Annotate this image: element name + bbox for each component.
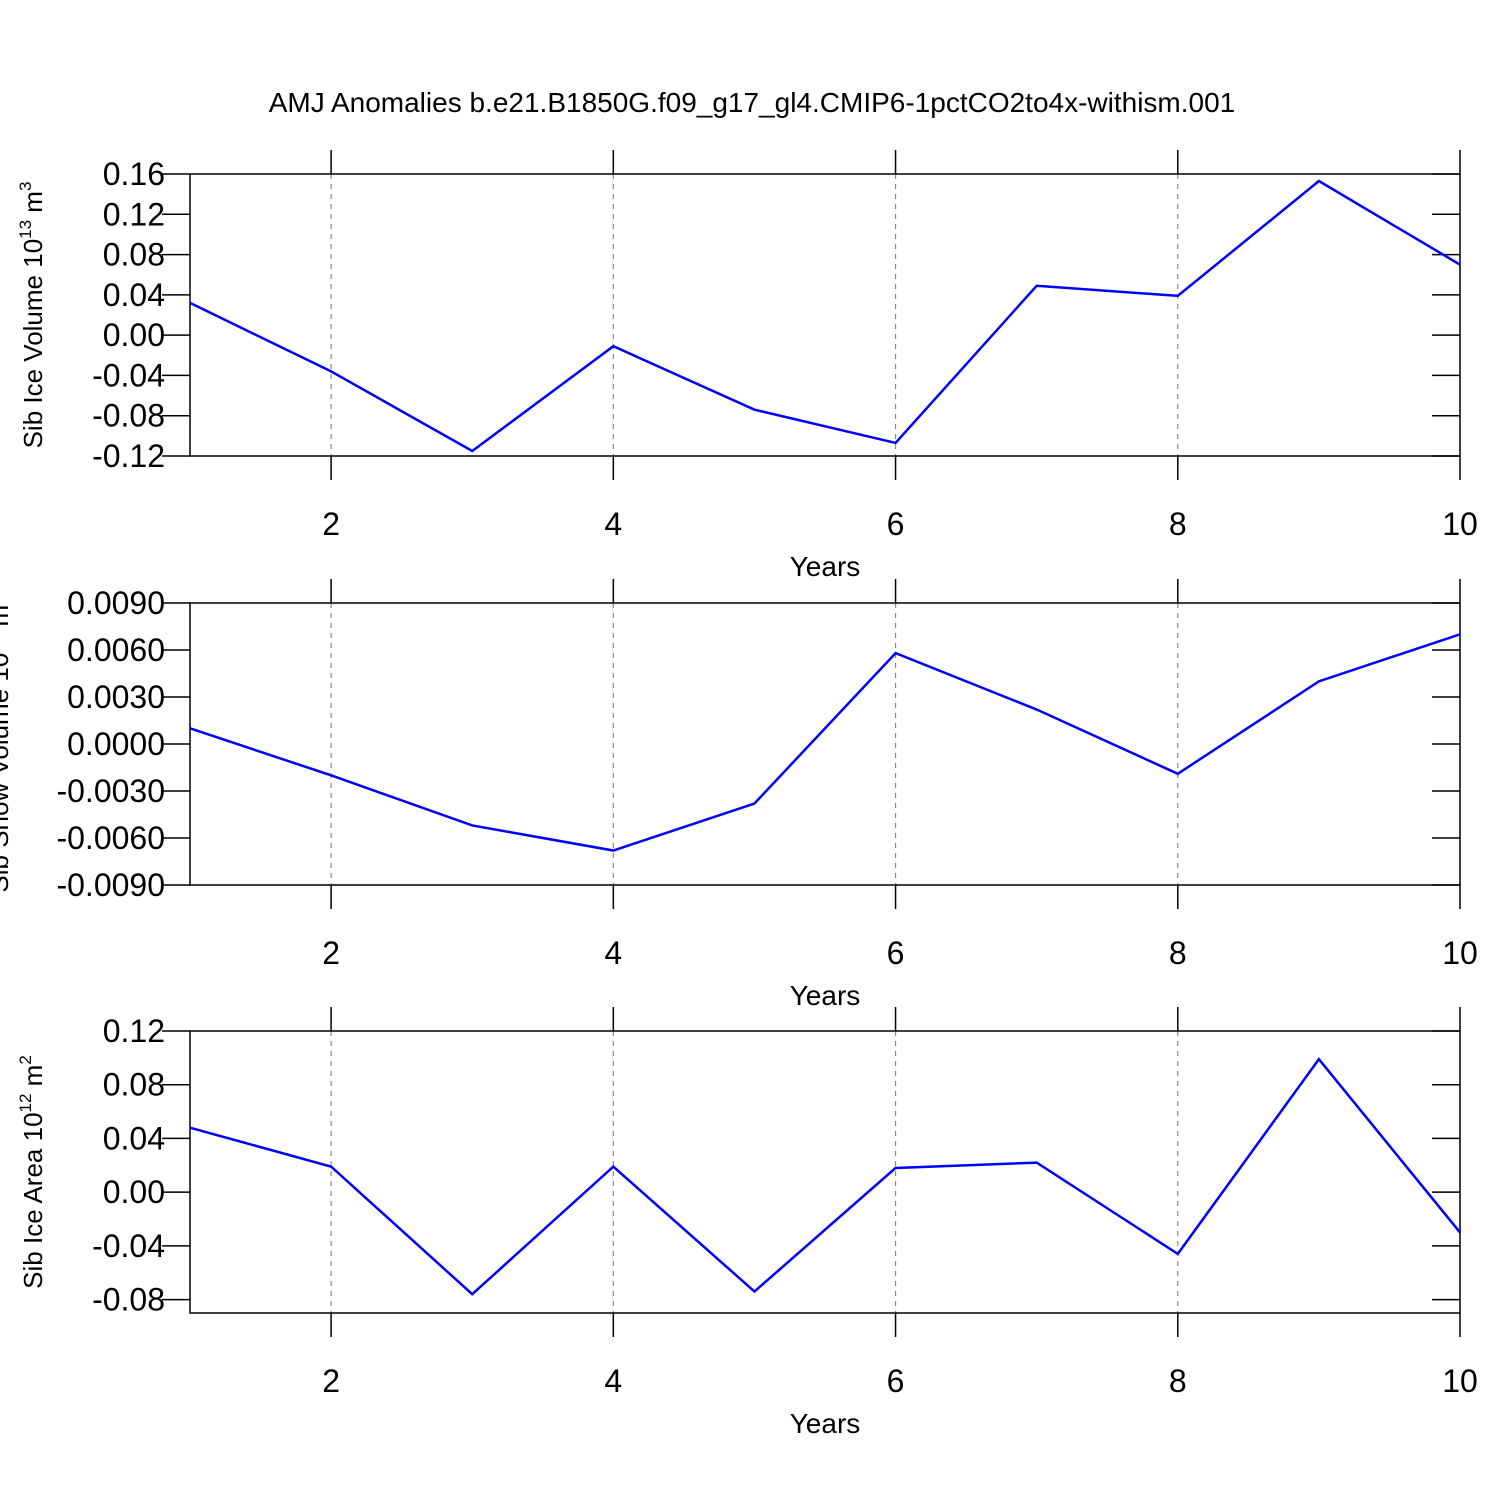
y-tick-label: 0.12	[103, 1013, 165, 1049]
y-tick-label: -0.04	[92, 1228, 165, 1264]
x-axis-label: Years	[790, 980, 861, 1011]
y-tick-label: 0.08	[103, 1067, 165, 1103]
y-tick-label: -0.12	[92, 438, 165, 474]
x-tick-label: 4	[604, 1363, 622, 1399]
y-tick-label: 0.00	[103, 317, 165, 353]
y-axis-label: Sib Snow Volume 1013 m3	[0, 595, 14, 892]
y-axis-label-exponent: 12	[16, 1094, 35, 1113]
data-line	[189, 633, 1461, 852]
x-tick-label: 6	[887, 935, 905, 971]
x-axis-label: Years	[790, 1408, 861, 1439]
x-tick-label: 8	[1169, 506, 1187, 542]
x-tick-label: 2	[322, 935, 340, 971]
y-tick-label: -0.08	[92, 398, 165, 434]
y-axis-label-part: m	[0, 605, 14, 634]
x-tick-label: 4	[604, 935, 622, 971]
y-tick-label: 0.04	[103, 277, 165, 313]
y-tick-label: -0.0060	[56, 820, 165, 856]
y-tick-label: 0.08	[103, 237, 165, 273]
y-axis-label-exponent: 3	[0, 595, 1, 604]
y-tick-label: 0.04	[103, 1120, 165, 1156]
y-axis-label-exponent: 3	[16, 182, 35, 191]
x-tick-label: 10	[1442, 506, 1478, 542]
y-tick-label: -0.04	[92, 357, 165, 393]
y-axis-label-part: Sib Ice Area 10	[18, 1112, 48, 1288]
x-tick-label: 2	[322, 506, 340, 542]
y-axis-label-part: Sib Snow Volume 10	[0, 653, 14, 893]
figure-title: AMJ Anomalies b.e21.B1850G.f09_g17_gl4.C…	[269, 87, 1236, 118]
y-axis-label-part: Sib Ice Volume 10	[18, 239, 48, 449]
y-axis-label-exponent: 13	[0, 634, 1, 653]
y-tick-label: 0.0030	[67, 679, 165, 715]
y-axis-label-part: m	[18, 191, 48, 220]
x-tick-label: 4	[604, 506, 622, 542]
x-tick-label: 6	[887, 1363, 905, 1399]
x-tick-label: 8	[1169, 1363, 1187, 1399]
y-tick-label: 0.12	[103, 196, 165, 232]
y-tick-label: 0.0060	[67, 632, 165, 668]
x-tick-label: 10	[1442, 935, 1478, 971]
y-axis-label-part: m	[18, 1065, 48, 1094]
x-tick-label: 2	[322, 1363, 340, 1399]
y-axis-label-exponent: 13	[16, 220, 35, 239]
plot-frame	[189, 602, 1461, 886]
y-axis-label-exponent: 2	[16, 1055, 35, 1064]
y-tick-label: 0.0090	[67, 585, 165, 621]
y-tick-label: 0.0000	[67, 726, 165, 762]
y-axis-label: Sib Ice Volume 1013 m3	[16, 182, 48, 449]
x-tick-label: 8	[1169, 935, 1187, 971]
plot-frame	[189, 1030, 1461, 1314]
data-line	[189, 1057, 1461, 1296]
y-tick-label: -0.0030	[56, 773, 165, 809]
plot-frame	[189, 173, 1461, 457]
x-tick-label: 6	[887, 506, 905, 542]
x-tick-label: 10	[1442, 1363, 1478, 1399]
data-line	[189, 179, 1461, 453]
y-tick-label: -0.0090	[56, 867, 165, 903]
y-tick-label: 0.16	[103, 156, 165, 192]
x-axis-label: Years	[790, 551, 861, 582]
y-tick-label: -0.08	[92, 1282, 165, 1318]
y-axis-label: Sib Ice Area 1012 m2	[16, 1055, 48, 1289]
y-tick-label: 0.00	[103, 1174, 165, 1210]
